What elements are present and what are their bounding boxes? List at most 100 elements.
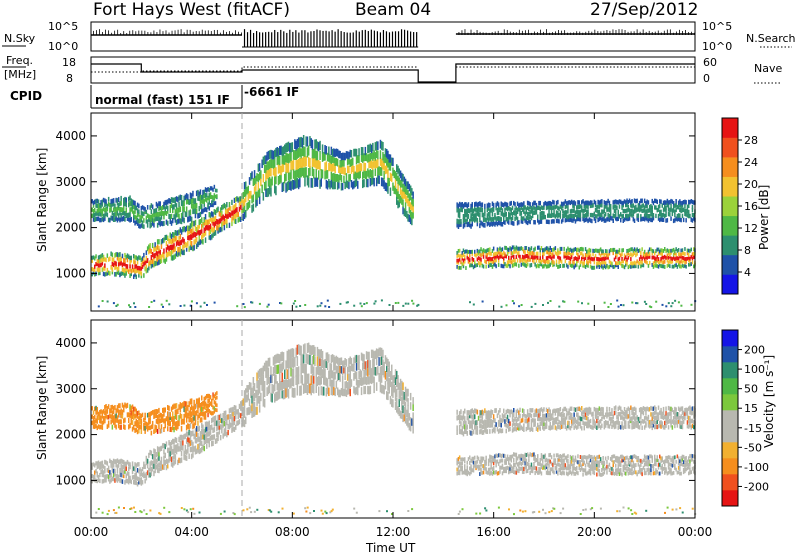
range-cell bbox=[387, 177, 389, 186]
range-cell bbox=[513, 302, 515, 305]
range-cell bbox=[189, 239, 192, 246]
range-cell bbox=[384, 154, 387, 164]
range-cell bbox=[179, 457, 182, 464]
range-cell bbox=[457, 219, 460, 225]
range-cell bbox=[245, 189, 247, 197]
range-cell bbox=[552, 205, 554, 210]
range-cell bbox=[206, 394, 208, 399]
range-cell bbox=[319, 356, 321, 366]
range-cell bbox=[523, 255, 525, 260]
range-cell bbox=[364, 146, 367, 156]
range-cell bbox=[295, 367, 297, 377]
range-cell bbox=[499, 419, 501, 424]
range-cell bbox=[198, 442, 200, 449]
range-cell bbox=[175, 437, 178, 444]
range-cell bbox=[461, 470, 463, 475]
range-cell bbox=[353, 364, 355, 372]
range-cell bbox=[510, 217, 512, 222]
range-cell bbox=[500, 247, 502, 252]
range-cell bbox=[129, 475, 131, 481]
range-cell bbox=[404, 401, 407, 410]
range-cell bbox=[179, 246, 182, 252]
range-cell bbox=[149, 248, 151, 254]
range-cell bbox=[204, 395, 207, 401]
range-cell bbox=[518, 305, 521, 308]
range-cell bbox=[472, 419, 475, 425]
range-cell bbox=[482, 222, 485, 228]
range-cell bbox=[182, 244, 184, 251]
range-cell bbox=[256, 389, 258, 398]
range-cell bbox=[158, 451, 160, 457]
range-cell bbox=[670, 203, 672, 209]
range-cell bbox=[495, 258, 497, 263]
range-cell bbox=[401, 196, 403, 205]
range-cell bbox=[112, 415, 115, 421]
range-cell bbox=[213, 301, 216, 304]
range-cell bbox=[497, 220, 500, 226]
range-cell bbox=[545, 264, 548, 269]
range-cell bbox=[158, 211, 160, 217]
range-cell bbox=[329, 162, 331, 171]
range-cell bbox=[228, 419, 231, 425]
range-cell bbox=[685, 212, 687, 217]
range-cell bbox=[501, 428, 504, 434]
range-cell bbox=[471, 259, 473, 264]
range-cell bbox=[479, 261, 481, 266]
range-cell bbox=[135, 219, 137, 225]
range-cell bbox=[408, 413, 411, 421]
range-cell bbox=[586, 200, 588, 205]
range-cell bbox=[524, 250, 526, 255]
range-cell bbox=[362, 171, 364, 180]
range-cell bbox=[206, 432, 208, 438]
range-cell bbox=[267, 375, 270, 384]
range-cell bbox=[685, 260, 687, 264]
range-cell bbox=[222, 413, 224, 419]
range-cell bbox=[136, 423, 139, 429]
range-cell bbox=[219, 218, 222, 224]
range-cell bbox=[355, 354, 358, 363]
range-cell bbox=[96, 203, 98, 209]
range-cell bbox=[554, 205, 557, 210]
range-cell bbox=[145, 209, 148, 215]
range-cell bbox=[621, 205, 623, 210]
range-cell bbox=[567, 215, 569, 220]
range-cell bbox=[513, 200, 515, 206]
range-cell bbox=[465, 420, 467, 426]
range-cell bbox=[192, 416, 194, 423]
range-cell bbox=[487, 467, 490, 472]
range-cell bbox=[329, 180, 331, 190]
range-cell bbox=[227, 429, 229, 436]
range-cell bbox=[134, 272, 136, 277]
range-cell bbox=[130, 216, 132, 222]
range-cell bbox=[180, 229, 183, 235]
range-cell bbox=[150, 203, 153, 208]
range-cell bbox=[99, 472, 101, 478]
range-cell bbox=[523, 201, 525, 206]
range-cell bbox=[513, 221, 515, 226]
range-cell bbox=[555, 259, 558, 264]
range-cell bbox=[107, 465, 110, 471]
range-cell bbox=[460, 465, 462, 470]
range-cell bbox=[194, 238, 197, 244]
range-cell bbox=[248, 200, 251, 208]
range-cell bbox=[373, 159, 375, 168]
range-cell bbox=[680, 217, 682, 223]
range-cell bbox=[194, 232, 197, 238]
range-cell bbox=[135, 427, 137, 433]
range-cell bbox=[291, 348, 294, 358]
range-cell bbox=[501, 471, 504, 476]
range-cell bbox=[202, 222, 204, 228]
range-cell bbox=[486, 207, 489, 213]
range-cell bbox=[355, 170, 358, 179]
range-cell bbox=[625, 262, 627, 267]
range-cell bbox=[240, 216, 242, 222]
range-cell bbox=[111, 476, 114, 482]
range-cell bbox=[178, 240, 180, 247]
range-cell bbox=[679, 264, 681, 269]
range-cell bbox=[189, 304, 192, 307]
range-cell bbox=[128, 254, 130, 260]
range-cell bbox=[505, 466, 507, 471]
range-cell bbox=[411, 188, 413, 196]
range-cell bbox=[495, 459, 497, 464]
range-cell bbox=[534, 200, 536, 206]
